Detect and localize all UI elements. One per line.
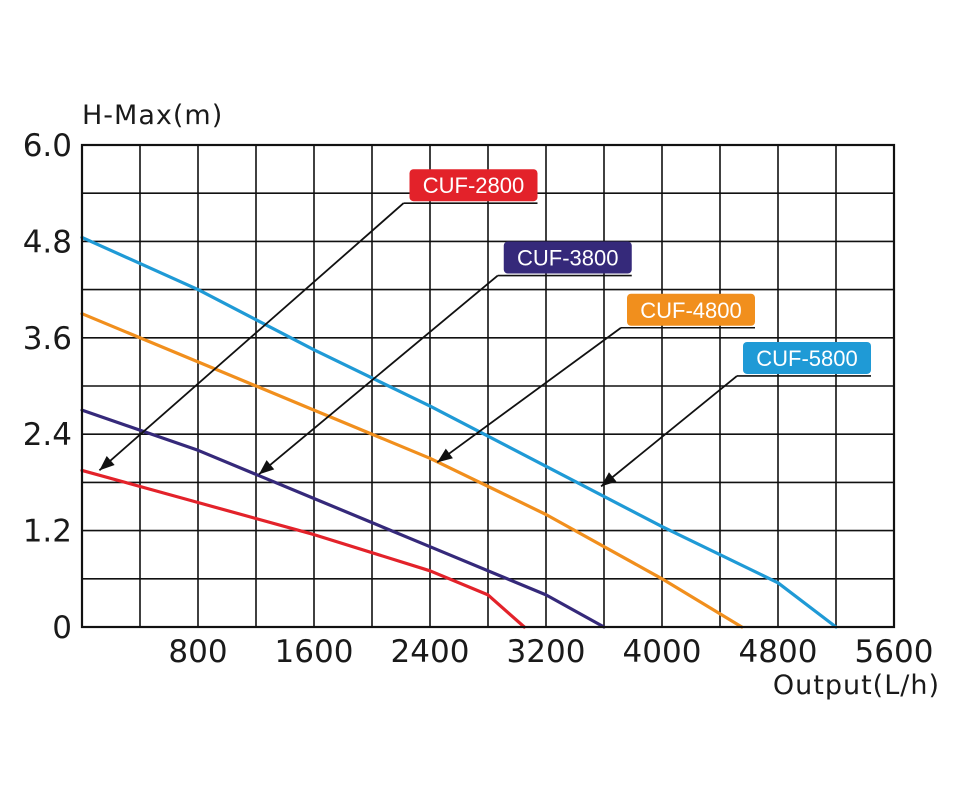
grid — [82, 145, 894, 627]
x-tick-label: 1600 — [275, 634, 354, 670]
series-line-cuf-4800 — [80, 312, 744, 629]
series-tag-label-cuf-3800: CUF-3800 — [517, 246, 618, 271]
y-tick-label: 1.2 — [23, 514, 72, 550]
x-tick-label: 4000 — [623, 634, 702, 670]
series-tag-cuf-4800 — [627, 293, 755, 326]
y-axis-label: H-Max(m) — [82, 100, 223, 131]
callout-arrow-line-cuf-4800 — [436, 327, 622, 464]
series-line-cuf-3800 — [80, 408, 606, 629]
callout-cuf-2800: CUF-2800 — [98, 169, 538, 472]
series-tag-cuf-3800 — [503, 241, 632, 274]
callout-cuf-3800: CUF-3800 — [258, 241, 632, 476]
y-tick-label: 0 — [52, 610, 72, 646]
callout-arrow-head-cuf-2800 — [99, 455, 115, 471]
series-tag-label-cuf-5800: CUF-5800 — [756, 346, 857, 371]
callout-cuf-4800: CUF-4800 — [436, 293, 755, 464]
series-tag-cuf-5800 — [743, 341, 871, 374]
series-tag-label-cuf-4800: CUF-4800 — [640, 298, 741, 323]
x-tick-label: 4800 — [739, 634, 818, 670]
series-tag-label-cuf-2800: CUF-2800 — [423, 173, 524, 198]
y-tick-label: 2.4 — [23, 417, 72, 453]
plot-border — [80, 143, 896, 629]
x-tick-label: 800 — [168, 634, 227, 670]
series-callouts: CUF-2800 CUF-3800 CUF-4800 CUF-5800 — [98, 169, 871, 488]
tick-labels: 800 1600 2400 3200 4000 4800 5600 0 1.2 2.4 3.6 4.8… — [23, 128, 934, 670]
y-tick-label: 4.8 — [23, 224, 72, 260]
callout-arrow-head-cuf-5800 — [601, 472, 617, 487]
callout-arrow-line-cuf-5800 — [600, 375, 738, 488]
y-tick-label: 6.0 — [23, 128, 72, 164]
callout-arrow-line-cuf-3800 — [258, 274, 499, 476]
callout-arrow-head-cuf-3800 — [258, 460, 275, 475]
series-line-cuf-5800 — [80, 235, 838, 629]
x-axis-label: Output(L/h) — [773, 670, 940, 701]
y-tick-label: 3.6 — [23, 321, 72, 357]
plot-frame — [80, 143, 896, 629]
x-tick-label: 2400 — [391, 634, 470, 670]
series-tag-cuf-2800 — [409, 169, 538, 202]
callout-arrow-head-cuf-4800 — [437, 448, 453, 463]
callout-arrow-line-cuf-2800 — [98, 202, 405, 472]
series-line-cuf-2800 — [80, 468, 526, 629]
x-tick-label: 5600 — [855, 634, 934, 670]
series-curves — [80, 235, 838, 629]
callout-cuf-5800: CUF-5800 — [600, 341, 871, 488]
x-tick-label: 3200 — [507, 634, 586, 670]
